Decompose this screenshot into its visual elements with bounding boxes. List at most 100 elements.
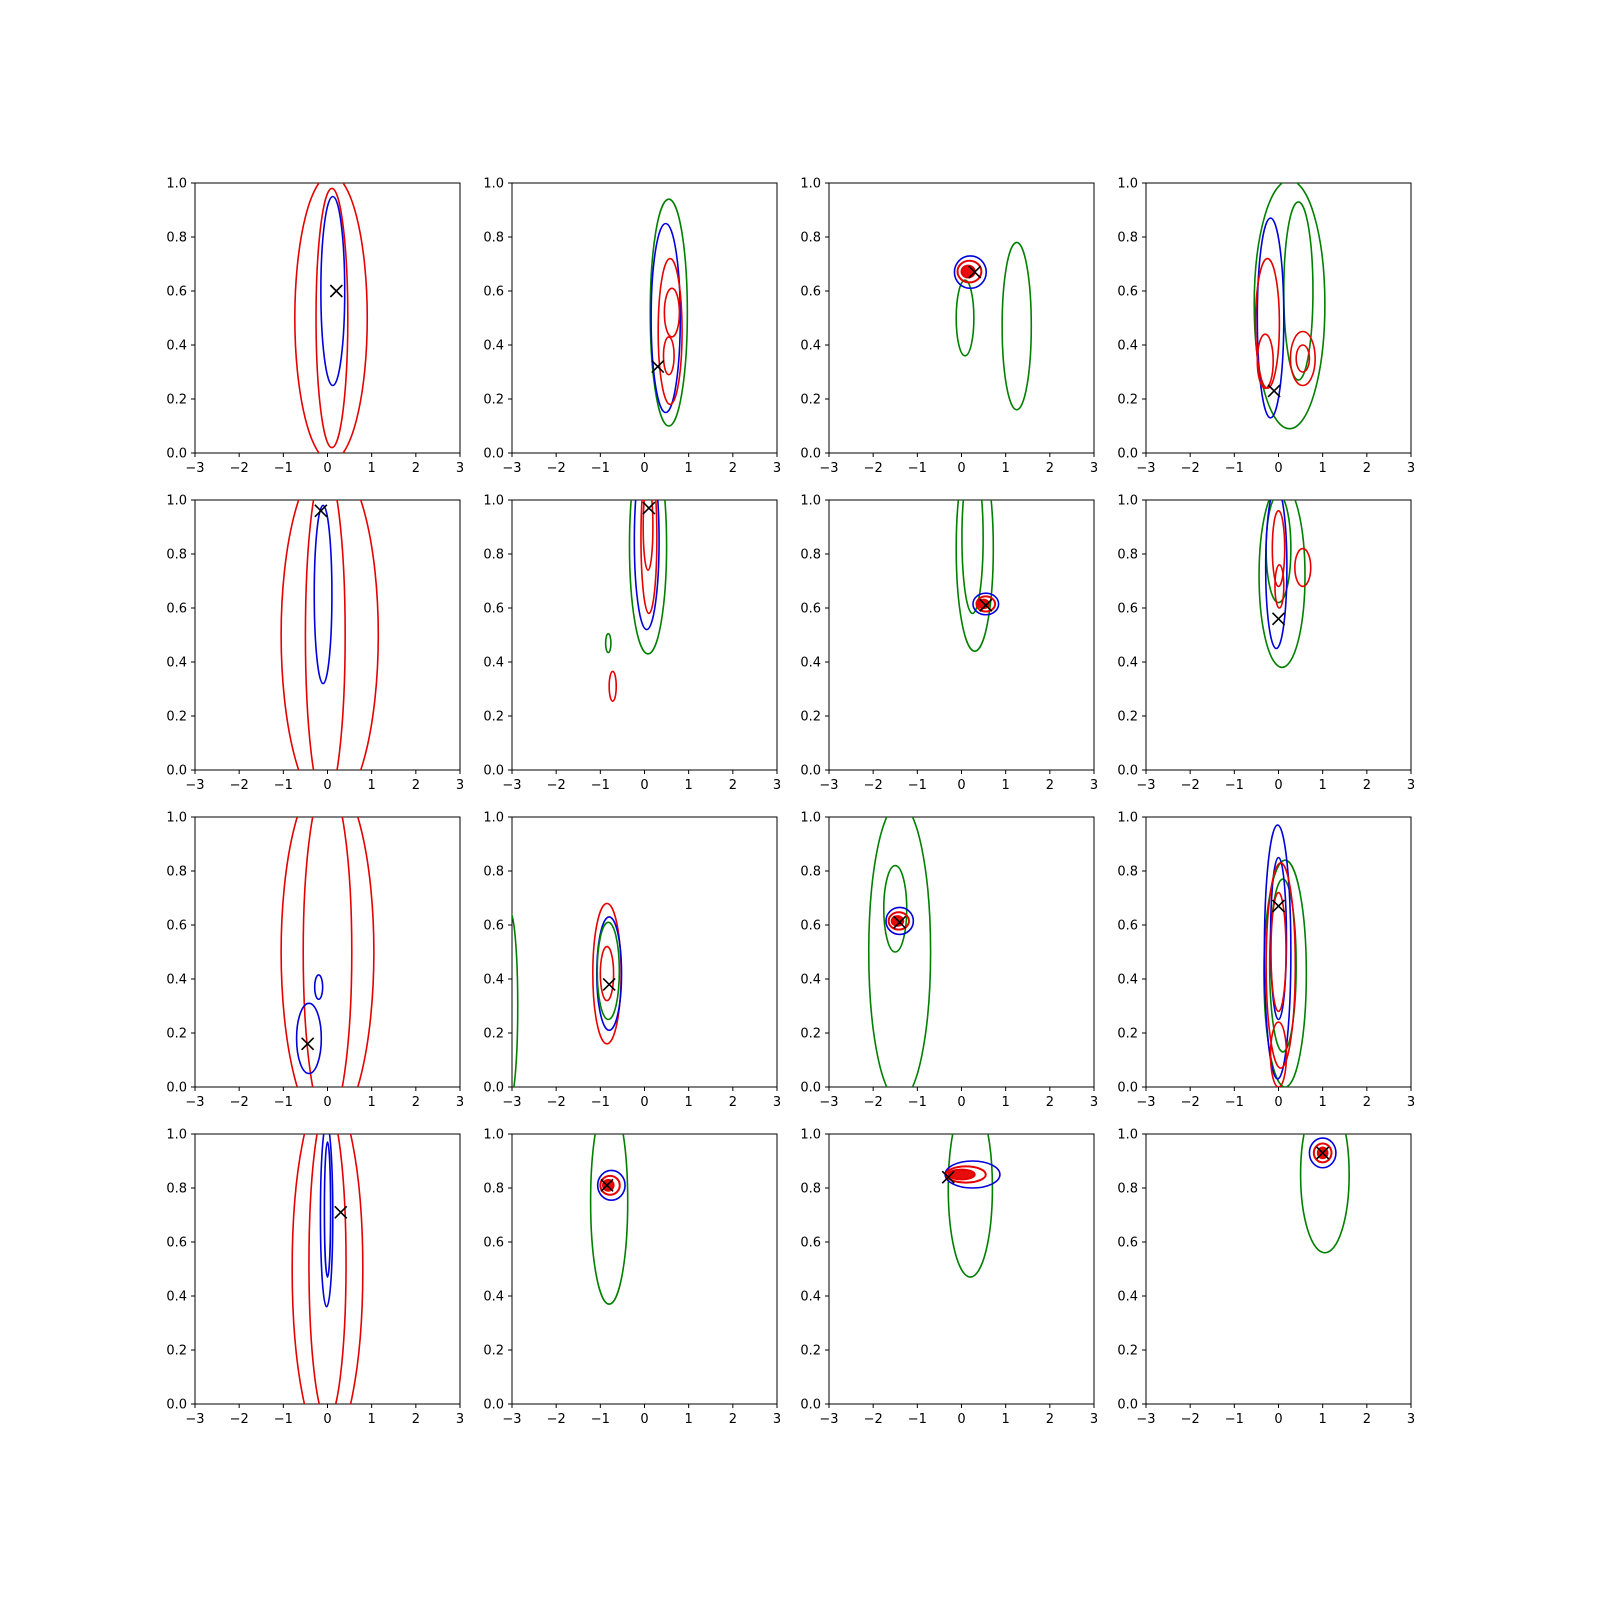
x-tick-label: −1	[1225, 778, 1244, 793]
x-tick-label: −1	[591, 1412, 610, 1427]
y-tick-label: 1.0	[483, 177, 504, 192]
x-tick-label: 0	[640, 1412, 648, 1427]
y-tick-label: 0.8	[483, 231, 504, 246]
y-tick-label: 1.0	[800, 811, 821, 826]
y-tick-label: 0.6	[800, 285, 821, 300]
x-tick-label: −3	[185, 778, 204, 793]
axes-box	[1145, 182, 1412, 454]
x-tick-label: −2	[864, 1412, 883, 1427]
x-tick-label: −3	[502, 1412, 521, 1427]
contour-line-blue	[650, 222, 682, 414]
contour-line-red	[975, 595, 997, 613]
marker-x-icon	[1271, 899, 1286, 913]
x-tick-label: 3	[1090, 778, 1098, 793]
y-tick-label: 1.0	[166, 811, 187, 826]
y-tick-label: 0.8	[800, 231, 821, 246]
x-tick-label: 3	[1090, 1095, 1098, 1110]
x-tick-label: −1	[908, 778, 927, 793]
y-tick-label: 0.2	[800, 1027, 821, 1042]
x-tick-label: 2	[1046, 778, 1054, 793]
y-tick-label: 0.4	[1117, 339, 1138, 354]
subplot-r2-c0: −3 −2 −1 0 1 2 3 0.0 0.2 0.4 0.6 0.8 1.0	[166, 811, 464, 1111]
x-tick-label: 2	[1363, 1412, 1371, 1427]
x-tick-label: 0	[957, 461, 965, 476]
x-tick-label: 0	[323, 1412, 331, 1427]
x-tick-label: −1	[591, 1095, 610, 1110]
x-tick-label: 2	[729, 1095, 737, 1110]
y-tick-label: 0.2	[1117, 1027, 1138, 1042]
x-tick-label: −1	[1225, 1095, 1244, 1110]
y-tick-label: 0.2	[483, 710, 504, 725]
y-tick-label: 0.8	[800, 548, 821, 563]
y-tick-label: 0.4	[166, 656, 187, 671]
x-tick-label: −1	[274, 778, 293, 793]
contour-line-red	[662, 336, 675, 376]
y-tick-label: 0.8	[1117, 1182, 1138, 1197]
x-tick-label: 3	[456, 461, 464, 476]
contour-line-green	[867, 817, 932, 1087]
x-tick-label: −1	[591, 461, 610, 476]
y-tick-label: 0.6	[483, 919, 504, 934]
axes-box	[828, 816, 1095, 1088]
subplot-r2-c1: −3 −2 −1 0 1 2 3 0.0 0.2 0.4 0.6 0.8 1.0	[483, 811, 781, 1111]
y-tick-label: 0.2	[483, 393, 504, 408]
contour-line-red	[657, 257, 683, 406]
contour-line-green	[1258, 500, 1306, 669]
y-tick-label: 1.0	[483, 1128, 504, 1143]
y-tick-label: 0.8	[800, 1182, 821, 1197]
x-tick-label: −1	[274, 1412, 293, 1427]
y-tick-label: 0.6	[1117, 919, 1138, 934]
marker-x-icon	[642, 501, 656, 515]
x-tick-label: 2	[412, 778, 420, 793]
marker-x-icon	[893, 915, 907, 929]
x-tick-label: 2	[412, 1412, 420, 1427]
x-tick-label: −2	[1181, 778, 1200, 793]
axes-box	[511, 499, 778, 771]
subplot-r0-c2: −3 −2 −1 0 1 2 3 0.0 0.2 0.4 0.6 0.8 1.0	[800, 177, 1098, 477]
x-tick-label: 0	[323, 1095, 331, 1110]
y-tick-label: 0.0	[1117, 764, 1138, 779]
x-tick-label: 1	[1319, 461, 1327, 476]
contour-line-red	[1269, 1021, 1288, 1087]
y-tick-label: 0.6	[166, 602, 187, 617]
contour-line-red	[608, 670, 618, 702]
x-tick-label: 2	[1363, 1095, 1371, 1110]
axes-box	[511, 816, 778, 1088]
y-tick-label: 1.0	[1117, 177, 1138, 192]
contour-line-green	[1001, 241, 1033, 411]
subplot-r0-c3: −3 −2 −1 0 1 2 3 0.0 0.2 0.4 0.6 0.8 1.0	[1117, 177, 1415, 477]
contour-line-red	[642, 500, 654, 571]
y-tick-label: 0.0	[800, 1398, 821, 1413]
contour-line-red	[1312, 1142, 1333, 1164]
contour-line-red	[887, 911, 910, 931]
x-tick-label: 1	[1002, 1412, 1010, 1427]
y-tick-label: 0.6	[483, 1236, 504, 1251]
x-tick-label: 1	[1002, 1095, 1010, 1110]
contour-line-blue	[953, 255, 988, 290]
y-tick-label: 0.6	[1117, 602, 1138, 617]
x-tick-label: 3	[1407, 778, 1415, 793]
subplot-r2-c3: −3 −2 −1 0 1 2 3 0.0 0.2 0.4 0.6 0.8 1.0	[1117, 811, 1415, 1111]
x-tick-label: −2	[864, 778, 883, 793]
x-tick-label: −2	[1181, 1412, 1200, 1427]
y-tick-label: 0.8	[1117, 231, 1138, 246]
x-tick-label: 0	[957, 778, 965, 793]
x-tick-label: −3	[1136, 461, 1155, 476]
y-tick-label: 0.4	[483, 1290, 504, 1305]
x-tick-label: −3	[1136, 1412, 1155, 1427]
y-tick-label: 0.2	[800, 393, 821, 408]
x-tick-label: 2	[412, 461, 420, 476]
contour-line-red	[302, 817, 353, 1087]
y-tick-label: 0.6	[1117, 1236, 1138, 1251]
y-tick-label: 0.4	[800, 1290, 821, 1305]
x-tick-label: 0	[640, 461, 648, 476]
x-tick-label: 0	[323, 461, 331, 476]
x-tick-label: −2	[230, 461, 249, 476]
x-tick-label: 3	[456, 778, 464, 793]
y-tick-label: 0.2	[166, 710, 187, 725]
axes-box	[194, 1133, 461, 1405]
x-tick-label: 0	[1274, 778, 1282, 793]
x-tick-label: 0	[957, 1412, 965, 1427]
y-tick-label: 1.0	[166, 494, 187, 509]
y-tick-label: 1.0	[166, 1128, 187, 1143]
